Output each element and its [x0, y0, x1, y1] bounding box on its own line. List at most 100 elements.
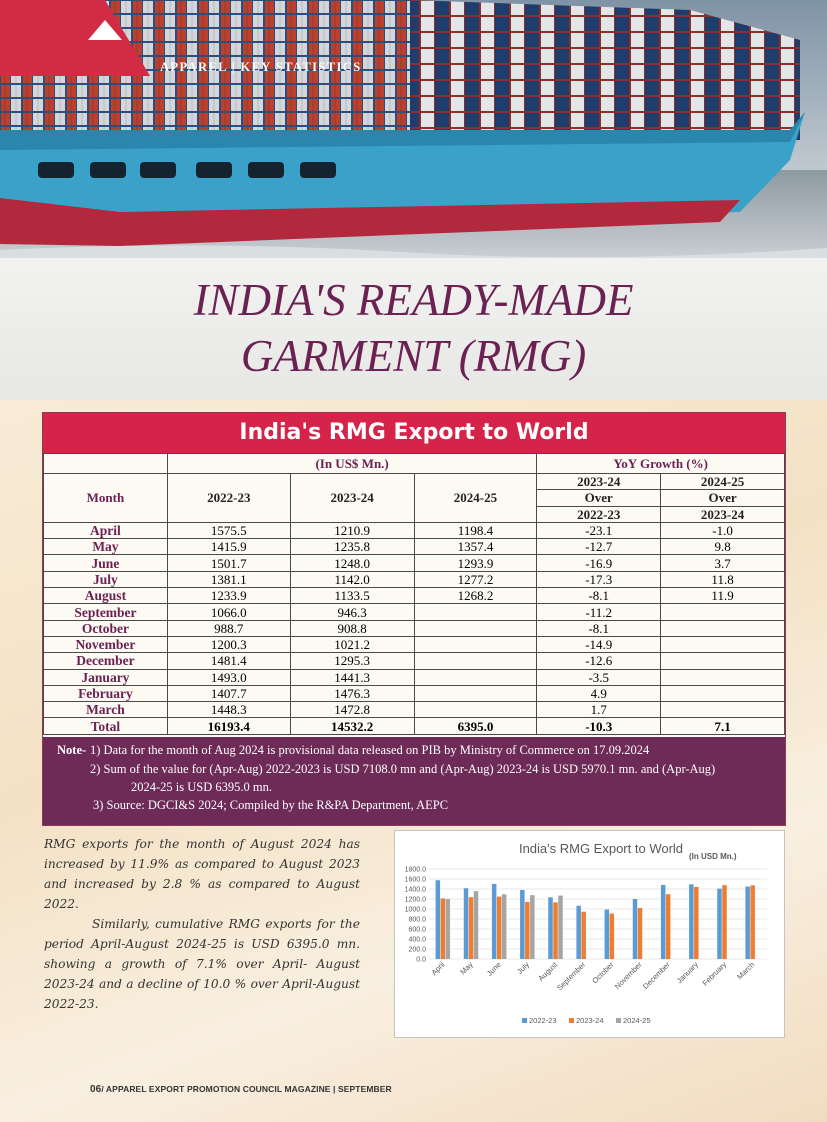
y-tick-label: 1800.0: [405, 867, 427, 874]
month-cell: October: [43, 619, 168, 637]
bar-2023-24: [750, 885, 755, 959]
bar-2024-25: [530, 895, 535, 959]
value-cell: 1381.1: [166, 570, 291, 589]
table-row: July 1381.1 1142.0 1277.2 -17.3 11.8: [43, 570, 785, 589]
value-cell: [413, 635, 538, 654]
value-cell: [413, 603, 538, 621]
value-cell: 1441.3: [289, 668, 415, 686]
note-2: 2) Sum of the value for (Apr-Aug) 2022-2…: [90, 762, 716, 776]
chart-subtitle: (In USD Mn.): [689, 852, 737, 861]
note-2-continued: 2024-25 is USD 6395.0 mn.: [131, 780, 272, 794]
growth-cell: -12.6: [536, 652, 662, 670]
value-cell: 1200.3: [166, 635, 291, 654]
value-cell: 1448.3: [166, 701, 291, 719]
y-tick-label: 1400.0: [405, 887, 427, 894]
bar-2022-23: [435, 880, 441, 959]
y-tick-label: 1600.0: [405, 877, 427, 884]
page-title-line-2: GARMENT (RMG): [240, 331, 587, 381]
page-title-line-1: INDIA'S READY-MADE: [193, 275, 634, 325]
growth-cell: 3.7: [660, 554, 785, 572]
table-row: October 988.7 908.8 -8.1: [43, 619, 785, 637]
page-footer: 06/ APPAREL EXPORT PROMOTION COUNCIL MAG…: [90, 1084, 392, 1095]
table-row: April 1575.5 1210.9 1198.4 -23.1 -1.0: [43, 521, 785, 540]
x-tick-label: November: [613, 960, 644, 991]
value-cell: [413, 684, 538, 703]
value-cell: 1481.4: [166, 652, 291, 670]
growth-col-2-bottom: 2023-24: [660, 505, 785, 523]
value-cell: 1248.0: [289, 554, 415, 572]
month-cell: May: [43, 538, 168, 556]
export-chart: India's RMG Export to World (In USD Mn.) 0…: [394, 830, 785, 1038]
growth-cell: -17.3: [536, 570, 662, 589]
growth-cell: -14.9: [536, 635, 662, 654]
growth-col-1-top: 2023-24: [536, 472, 662, 491]
bar-2022-23: [745, 886, 750, 959]
total-cell: 7.1: [660, 717, 785, 735]
x-tick-label: April: [430, 960, 447, 977]
value-cell: 1407.7: [166, 684, 291, 703]
growth-cell: -12.7: [536, 538, 662, 556]
growth-cell: [660, 652, 785, 670]
legend-label: 2024-25: [623, 1016, 651, 1025]
value-cell: 1021.2: [289, 635, 415, 654]
growth-cell: 11.9: [660, 587, 785, 605]
month-cell: December: [43, 652, 168, 670]
value-cell: 1293.9: [413, 554, 538, 572]
x-tick-label: July: [515, 960, 531, 976]
value-cell: 1235.8: [289, 538, 415, 556]
month-cell: September: [43, 603, 168, 621]
value-cell: 1357.4: [413, 538, 538, 556]
chart-title: India's RMG Export to World: [519, 841, 683, 856]
note-3: 3) Source: DGCI&S 2024; Compiled by the …: [93, 798, 449, 812]
y-tick-label: 0.0: [416, 957, 426, 964]
bar-2024-25: [473, 891, 479, 959]
value-cell: 908.8: [289, 619, 415, 637]
month-cell: July: [43, 570, 168, 589]
growth-cell: [660, 619, 785, 637]
value-cell: 1142.0: [289, 570, 415, 589]
bar-2022-23: [463, 888, 469, 959]
title-band: [0, 258, 827, 400]
total-row: Total 16193.4 14532.2 6395.0 -10.3 7.1: [43, 717, 785, 735]
value-cell: [413, 668, 538, 686]
bar-2024-25: [558, 895, 563, 959]
x-tick-label: October: [590, 960, 616, 986]
month-cell: February: [43, 684, 168, 703]
value-cell: 1501.7: [166, 554, 291, 572]
legend-swatch: [569, 1018, 574, 1023]
bar-2024-25: [501, 894, 507, 959]
growth-cell: -8.1: [536, 587, 662, 605]
bar-2023-24: [553, 902, 558, 959]
table-row: January 1493.0 1441.3 -3.5: [43, 668, 785, 686]
bar-2023-24: [722, 885, 727, 959]
month-header: Month: [43, 473, 168, 523]
growth-cell: 4.9: [536, 684, 662, 703]
legend-label: 2022-23: [529, 1016, 557, 1025]
year-header-3: 2024-25: [413, 473, 538, 523]
bar-2023-24: [694, 886, 699, 959]
bar-2023-24: [496, 896, 502, 959]
value-cell: 988.7: [166, 619, 291, 637]
unit-header: (In US$ Mn.): [166, 453, 538, 474]
bar-2022-23: [576, 905, 581, 959]
growth-cell: 11.8: [660, 570, 785, 589]
growth-col-1-mid: Over: [536, 489, 662, 507]
value-cell: 1066.0: [166, 603, 291, 621]
growth-cell: [660, 668, 785, 686]
total-cell: 16193.4: [166, 717, 291, 735]
bar-2022-23: [660, 884, 666, 959]
value-cell: [413, 619, 538, 637]
page-title: INDIA'S READY-MADE GARMENT (RMG): [0, 272, 827, 384]
growth-cell: -11.2: [536, 603, 662, 621]
value-cell: 1472.8: [289, 701, 415, 719]
legend-swatch: [522, 1018, 527, 1023]
section-label: APPAREL | KEY STATISTICS: [160, 60, 362, 74]
value-cell: [413, 652, 538, 670]
legend-swatch: [616, 1018, 621, 1023]
bar-2023-24: [581, 911, 586, 959]
growth-cell: [660, 635, 785, 654]
x-tick-label: March: [735, 960, 756, 981]
growth-cell: [660, 603, 785, 621]
growth-col-2-top: 2024-25: [660, 472, 785, 491]
x-tick-label: December: [641, 960, 672, 991]
